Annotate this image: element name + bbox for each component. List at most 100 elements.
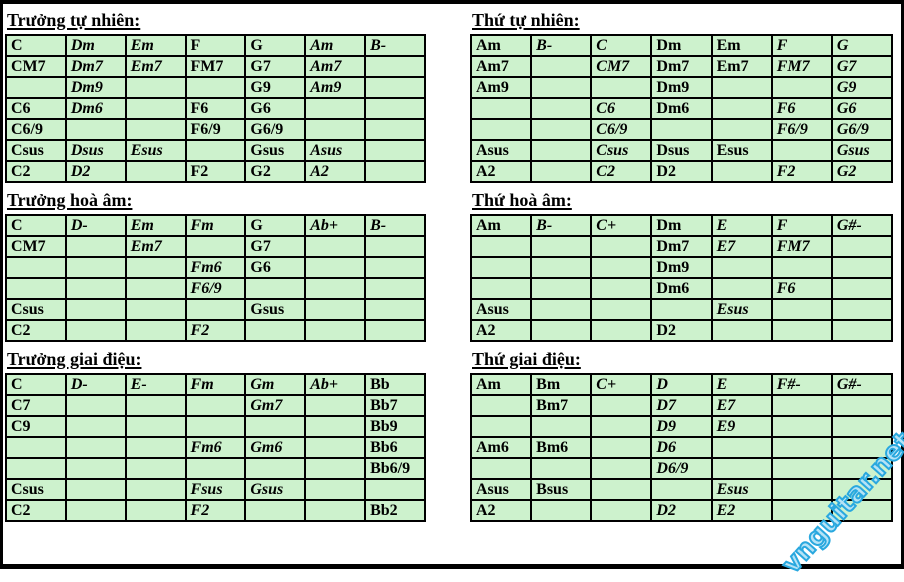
chord-cell-empty [830,256,894,279]
chord-cell: Esus [710,139,773,162]
chord-cell: G [830,34,894,57]
chord-cell-empty [469,394,533,417]
chord-cell: D7 [650,394,713,417]
chord-cell-empty [304,499,367,522]
chord-cell: Bm7 [530,394,593,417]
chord-cell-empty [770,478,833,501]
chord-cell-empty [124,457,187,480]
chord-cell-empty [830,235,894,258]
chord-cell: Bb [364,373,426,396]
chord-cell-empty [5,76,67,99]
chord-cell-empty [364,76,426,99]
table-row: C6 Dm6 F6 G6 [469,97,894,120]
chord-cell: Dsus [650,139,713,162]
chord-cell-empty [650,118,713,141]
chord-cell-empty [124,478,187,501]
chord-cell-empty [124,118,187,141]
chord-cell: Bb6 [364,436,426,459]
chord-cell-empty [530,298,593,321]
chord-cell: Fm6 [184,256,247,279]
chord-cell: C2 [5,160,67,183]
chord-cell: Ab+ [304,214,367,237]
chord-cell: Am7 [469,55,533,78]
chord-cell: D6 [650,436,713,459]
chord-cell: F2 [184,499,247,522]
chord-cell-empty [590,478,653,501]
chord-cell: Am [469,373,533,396]
table-row: C6 Dm6 F6 G6 [5,97,426,120]
table-row: C6/9 F6/9 G6/9 [469,118,894,141]
chord-cell-empty [770,415,833,438]
chord-cell-empty [770,139,833,162]
chord-cell: Dm9 [650,256,713,279]
chord-cell-empty [184,298,247,321]
chord-cell: Esus [710,478,773,501]
chord-table-major-natural: C Dm Em F G Am B- CM7 Dm7 Em7 FM7 G7 Am7 Dm9 G9 Am9 C6 Dm… [5,34,426,183]
chord-cell: E7 [710,394,773,417]
section-title-row: Thứ tự nhiên: [470,6,893,34]
table-row: C6/9 F6/9 G6/9 [5,118,426,141]
chord-cell: C [5,214,67,237]
chord-cell-empty [364,139,426,162]
chord-cell: B- [530,214,593,237]
chord-cell-empty [770,256,833,279]
chord-cell-empty [64,457,127,480]
section-title-row: Thứ giai điệu: [470,345,893,373]
chord-cell-empty [530,55,593,78]
chord-cell-empty [530,415,593,438]
table-row: C D- E- Fm Gm Ab+ Bb [5,373,426,396]
section-major-harmonic: Trưởng hoà âm: C D- Em Fm G Ab+ B- CM7 Em7 G7 Fm6 G… [5,186,426,342]
chord-cell: G2 [830,160,894,183]
table-row: Am7 CM7 Dm7 Em7 FM7 G7 [469,55,894,78]
chord-cell-empty [530,256,593,279]
chord-cell-empty [364,319,426,342]
chord-cell: Dm6 [650,97,713,120]
table-row: CM7 Em7 G7 [5,235,426,258]
chord-cell: Am6 [469,436,533,459]
chord-cell: Csus [5,478,67,501]
chord-cell: Em7 [710,55,773,78]
chord-cell: G9 [244,76,307,99]
chord-cell: Em7 [124,55,187,78]
chord-cell-empty [710,76,773,99]
chord-cell-empty [304,277,367,300]
chord-cell-empty [830,319,894,342]
table-row: Am B- C Dm Em F G [469,34,894,57]
section-title-minor-melodic: Thứ giai điệu: [472,348,581,369]
chord-cell-empty [590,277,653,300]
chord-cell: E [710,214,773,237]
chord-cell: A2 [304,160,367,183]
chord-cell: Gsus [244,478,307,501]
chord-cell: G#- [830,373,894,396]
table-row: A2 D2 [469,319,894,342]
table-row: Bm7 D7 E7 [469,394,894,417]
chord-cell: D2 [650,160,713,183]
table-row: Asus Esus [469,298,894,321]
chord-cell: Am [304,34,367,57]
chord-cell-empty [469,118,533,141]
section-title-row: Trưởng hoà âm: [5,186,426,214]
chord-cell: F6/9 [184,277,247,300]
table-row: A2 D2 E2 [469,499,894,522]
chord-cell: Gm6 [244,436,307,459]
section-minor-harmonic: Thứ hoà âm: Am B- C+ Dm E F G#- Dm7 E7 FM7 Dm9 Dm6 F… [469,186,894,342]
chord-cell: E- [124,373,187,396]
chord-cell-empty [830,394,894,417]
chord-cell: A2 [469,160,533,183]
section-minor-melodic: Thứ giai điệu: Am Bm C+ D E F#- G#- Bm7 D7 E7 D9 E9… [469,345,894,522]
chord-cell-empty [830,298,894,321]
chord-cell-empty [469,235,533,258]
chord-cell: Dm7 [650,235,713,258]
chord-cell-empty [364,160,426,183]
chord-cell: F [770,214,833,237]
chord-cell: Gm7 [244,394,307,417]
section-title-minor-harmonic: Thứ hoà âm: [472,189,572,210]
chord-cell-empty [710,160,773,183]
chord-cell: Gm [244,373,307,396]
chord-cell-empty [364,235,426,258]
chord-chart-content: Trưởng tự nhiên: C Dm Em F G Am B- CM7 Dm7 Em7 FM7… [3,4,901,564]
chord-cell-empty [124,160,187,183]
chord-cell-empty [64,235,127,258]
chord-cell: Am [469,34,533,57]
chord-cell-empty [590,235,653,258]
